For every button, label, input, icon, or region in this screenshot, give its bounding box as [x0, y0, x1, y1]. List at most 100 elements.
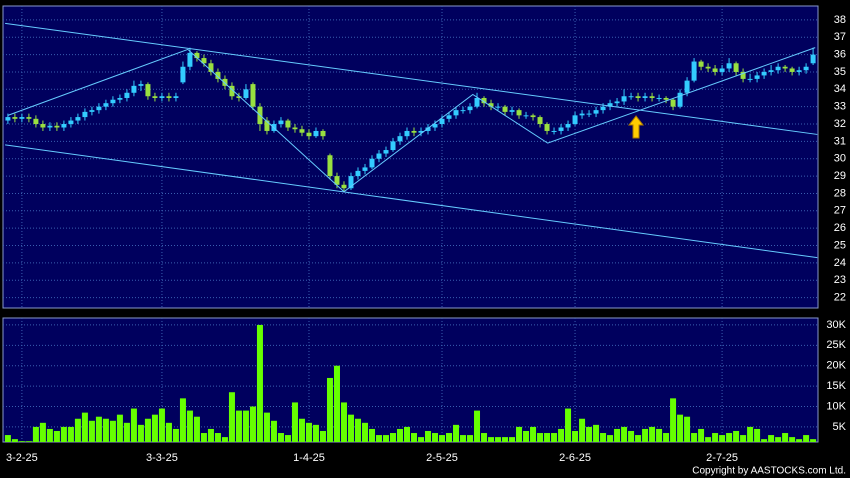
y-tick-label: 38 — [834, 14, 846, 26]
candle-body — [26, 117, 32, 119]
candle-body — [110, 99, 116, 104]
candle-body — [516, 110, 522, 116]
volume-bar — [389, 433, 396, 442]
candle-body — [285, 120, 291, 128]
candle-body — [19, 117, 25, 119]
candle-body — [89, 110, 95, 112]
volume-bar — [354, 418, 361, 442]
volume-bar — [684, 416, 691, 442]
volume-bar — [235, 410, 242, 442]
y-tick-label: 34 — [834, 83, 846, 95]
volume-bar — [789, 437, 796, 442]
candle-body — [5, 117, 11, 121]
volume-bar — [509, 437, 516, 442]
volume-bar — [221, 437, 228, 442]
y-tick-label: 22 — [834, 291, 846, 303]
x-tick-label: 2-5-25 — [426, 452, 458, 464]
y-tick-label: 33 — [834, 101, 846, 113]
candle-body — [488, 103, 494, 107]
volume-bar — [544, 433, 551, 442]
y-tick-label: 36 — [834, 49, 846, 61]
volume-bar — [446, 433, 453, 442]
volume-bar — [382, 435, 389, 442]
candle-body — [159, 96, 165, 98]
candle-body — [726, 63, 732, 69]
trendline — [5, 144, 818, 259]
volume-bar — [621, 426, 628, 442]
candle-body — [313, 130, 319, 137]
volume-bar — [116, 414, 123, 442]
volume-bar — [810, 439, 817, 442]
trendline — [7, 47, 816, 193]
x-tick-label: 3-3-25 — [146, 452, 178, 464]
candle-body — [12, 117, 18, 119]
candle-body — [390, 141, 396, 151]
volume-bar — [25, 441, 32, 442]
volume-bar — [530, 426, 537, 442]
volume-bar — [495, 437, 502, 442]
candle-body — [152, 96, 158, 98]
volume-bar — [298, 418, 305, 442]
volume-bar — [333, 365, 340, 442]
y-tick-label: 32 — [834, 118, 846, 130]
candle-body — [614, 101, 620, 104]
candle-body — [222, 78, 228, 86]
candle-body — [145, 84, 151, 97]
volume-bar — [586, 426, 593, 442]
candle-body — [691, 61, 697, 81]
volume-bar — [347, 414, 354, 442]
candle-body — [278, 120, 284, 125]
y-tick-label: 30 — [834, 153, 846, 165]
volume-bar — [361, 422, 368, 442]
candle-body — [439, 118, 445, 125]
volume-bar — [740, 435, 747, 442]
y-tick-label: 20K — [826, 360, 846, 372]
volume-bar — [558, 428, 565, 442]
candle-body — [96, 106, 102, 111]
volume-bar — [579, 418, 586, 442]
volume-bar — [4, 435, 11, 442]
y-tick-label: 24 — [834, 257, 846, 269]
volume-bar — [270, 420, 277, 442]
x-tick-label: 3-2-25 — [6, 452, 38, 464]
volume-bar — [418, 437, 425, 442]
volume-bar — [200, 433, 207, 442]
candle-body — [775, 66, 781, 71]
volume-bar — [249, 406, 256, 442]
volume-bar — [144, 418, 151, 442]
candle-body — [670, 99, 676, 107]
volume-bar — [214, 433, 221, 442]
candle-body — [327, 155, 333, 177]
volume-bar — [151, 414, 158, 442]
volume-bar — [439, 435, 446, 442]
candle-body — [40, 124, 46, 128]
volume-bar — [705, 437, 712, 442]
y-tick-label: 28 — [834, 187, 846, 199]
volume-bar — [502, 437, 509, 442]
candle-body — [642, 96, 648, 98]
volume-bar — [326, 377, 333, 442]
candle-body — [68, 120, 74, 125]
candle-body — [572, 115, 578, 125]
candle-body — [495, 106, 501, 108]
volume-bar — [88, 420, 95, 442]
volume-bar — [186, 410, 193, 442]
volume-bar — [782, 433, 789, 442]
volume-bar — [179, 398, 186, 442]
volume-bar — [102, 418, 109, 442]
volume-bar — [796, 439, 803, 442]
y-tick-label: 37 — [834, 31, 846, 43]
volume-bar — [607, 435, 614, 442]
candle-body — [432, 124, 438, 128]
volume-bar — [67, 426, 74, 442]
candle-body — [558, 127, 564, 131]
volume-bar — [172, 428, 179, 442]
volume-bar — [396, 428, 403, 442]
candle-body — [131, 85, 137, 93]
candle-body — [537, 117, 543, 125]
candle-body — [180, 66, 186, 83]
volume-bar — [46, 428, 53, 442]
candle-body — [61, 124, 67, 128]
y-tick-label: 31 — [834, 135, 846, 147]
